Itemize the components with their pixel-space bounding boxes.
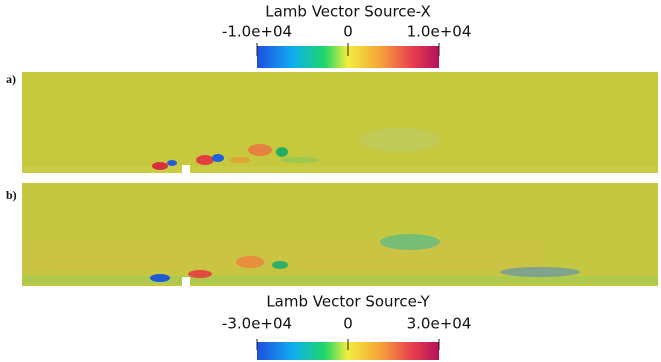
colorbar-title: Lamb Vector Source-X	[265, 3, 430, 21]
field-a	[22, 72, 658, 176]
colorbar	[257, 342, 439, 360]
colorbar-tick-label: -1.0e+04	[222, 23, 292, 41]
colorbar-title: Lamb Vector Source-Y	[266, 293, 430, 311]
panel-label: a)	[6, 72, 16, 86]
field-b	[22, 183, 658, 286]
colorbar-tick-label: 1.0e+04	[407, 23, 472, 41]
colorbar-tick-label: -3.0e+04	[222, 315, 292, 333]
colorbar-tick-label: 0	[343, 23, 353, 41]
colorbar-tick-label: 3.0e+04	[407, 315, 472, 333]
colorbar-tick-label: 0	[343, 315, 353, 333]
colorbar	[257, 46, 439, 68]
panel-label: b)	[6, 188, 17, 202]
